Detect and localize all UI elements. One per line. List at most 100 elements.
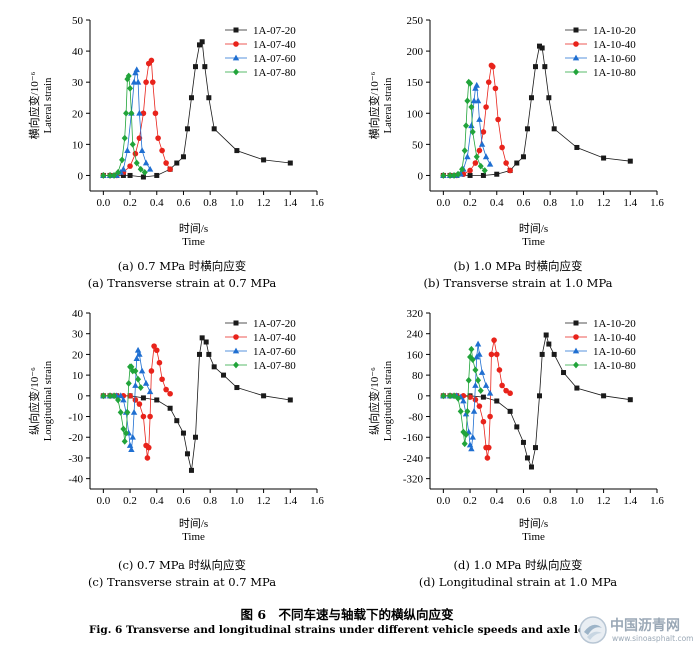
data-point (107, 392, 114, 400)
data-point (455, 395, 462, 402)
data-point (499, 144, 505, 151)
y-axis-label-cn: 纵向应变/10⁻⁶ (27, 367, 41, 435)
data-point (211, 364, 217, 370)
data-point (144, 455, 151, 461)
data-point (469, 356, 476, 363)
data-point (539, 45, 545, 51)
watermark-url: www.sinoasphalt.com (612, 634, 694, 643)
x-tick-label: 1.4 (623, 495, 637, 507)
data-point (132, 397, 139, 403)
caption-c: (c) 0.7 MPa 时纵向应变 (c) Transverse strain … (12, 557, 352, 591)
legend-label: 1A-10-80 (593, 360, 636, 372)
data-point (126, 442, 134, 448)
data-point (221, 372, 227, 378)
x-tick-label: 0.6 (177, 495, 191, 507)
data-point (447, 172, 454, 179)
data-point (127, 172, 133, 178)
caption-b: (b) 1.0 MPa 时横向应变 (b) Transverse strain … (348, 258, 688, 292)
data-point (134, 78, 142, 85)
data-point (136, 351, 143, 357)
legend-marker (573, 27, 579, 33)
legend-marker (572, 54, 580, 61)
x-tick-label: 0.0 (96, 197, 110, 209)
y-tick-label: 240 (407, 329, 424, 341)
data-point (163, 386, 169, 393)
caption-b-cn: (b) 1.0 MPa 时横向应变 (453, 259, 583, 273)
data-point (120, 425, 127, 433)
legend-marker (233, 320, 239, 326)
data-point (163, 160, 169, 166)
data-point (467, 172, 473, 178)
data-point (507, 408, 513, 414)
data-point (184, 126, 190, 132)
data-point (485, 79, 492, 85)
y-axis-label-cn: 横向应变/10⁻⁶ (367, 71, 381, 139)
data-point (474, 340, 482, 347)
data-point (134, 346, 142, 353)
data-point (133, 66, 140, 73)
legend-label: 1A-07-60 (253, 346, 296, 358)
y-tick-label: 50 (72, 15, 84, 27)
y-tick-label: 150 (407, 77, 424, 89)
y-tick-label: 10 (72, 139, 84, 151)
legend-marker (573, 41, 579, 47)
data-point (234, 148, 240, 154)
y-axis-label-cn: 纵向应变/10⁻⁶ (367, 367, 381, 435)
data-point (147, 413, 153, 420)
figure-title-cn: 图 6 不同车速与轴载下的横纵向应变 (240, 607, 454, 622)
data-point (136, 401, 143, 407)
data-point (120, 165, 127, 172)
series-1A-10-80 (440, 78, 488, 179)
data-point (461, 147, 468, 154)
data-point (551, 351, 557, 357)
data-point (154, 397, 160, 403)
data-point (121, 134, 128, 142)
data-point (468, 345, 475, 353)
legend-label: 1A-07-20 (253, 318, 296, 330)
data-point (524, 126, 530, 132)
data-point (464, 153, 471, 160)
legend-marker (233, 68, 239, 76)
y-axis-label-en: Lateral strain (383, 77, 394, 133)
y-tick-label: 100 (407, 108, 424, 120)
data-point (125, 72, 132, 80)
x-tick-label: 0.4 (150, 495, 164, 507)
x-tick-label: 0.2 (463, 197, 477, 209)
data-point (477, 387, 484, 395)
x-axis-label-cn: 时间/s (519, 517, 548, 530)
y-tick-label: -30 (68, 453, 83, 465)
legend-marker (233, 41, 239, 47)
data-point (133, 355, 140, 361)
data-point (467, 80, 474, 87)
data-point (202, 64, 208, 70)
data-point (115, 396, 122, 404)
y-tick-label: 0 (78, 170, 84, 182)
x-tick-label: 1.0 (230, 197, 244, 209)
data-point (100, 172, 107, 179)
data-point (485, 444, 492, 451)
data-point (287, 160, 293, 166)
legend-marker (233, 27, 239, 33)
y-tick-label: 20 (72, 108, 84, 120)
y-tick-label: 320 (407, 308, 424, 320)
data-point (507, 390, 513, 397)
data-point (440, 392, 447, 400)
data-point (477, 162, 484, 170)
data-point (148, 368, 155, 374)
series-line (103, 59, 171, 176)
caption-a-en: (a) Transverse strain at 0.7 MPa (87, 276, 277, 290)
data-point (261, 157, 267, 163)
y-tick-label: -80 (408, 412, 423, 424)
x-tick-label: 0.0 (96, 495, 110, 507)
y-tick-label: -40 (68, 474, 83, 486)
data-point (140, 413, 147, 420)
data-point (492, 85, 499, 92)
series-1A-10-40 (440, 62, 513, 179)
data-point (601, 393, 607, 399)
data-point (142, 159, 150, 166)
data-point (480, 418, 487, 425)
x-tick-label: 1.0 (570, 197, 584, 209)
data-point (167, 390, 173, 397)
x-tick-label: 1.0 (230, 495, 244, 507)
